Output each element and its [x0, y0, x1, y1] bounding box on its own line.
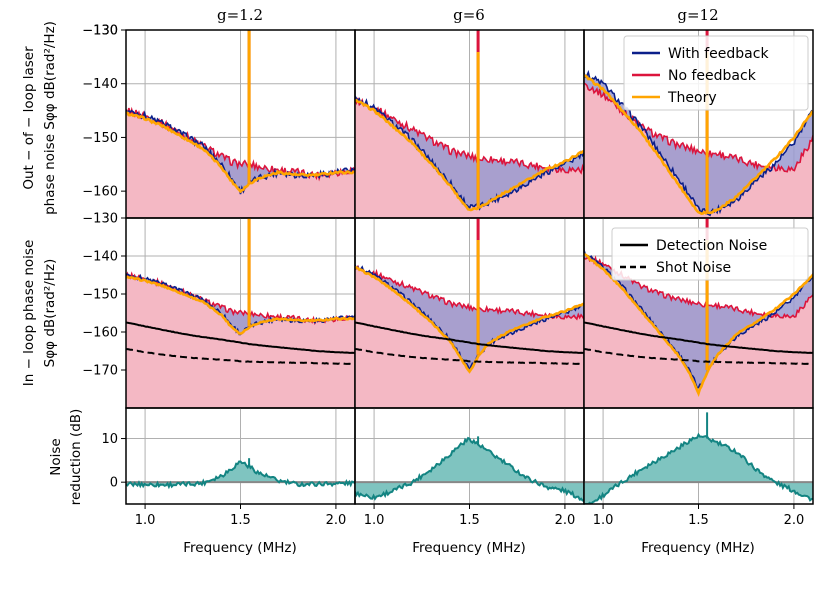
xlabel-col2: Frequency (MHz): [641, 540, 754, 556]
panel-r2-c2: 1.0 1.5 2.0: [583, 407, 814, 528]
detection-noise-line: [126, 321, 355, 354]
x-tick-label: 1.5: [459, 513, 480, 528]
x-tick-label: 1.5: [688, 513, 709, 528]
panel-r2-c1: 1.0 1.5 2.0: [354, 407, 585, 528]
legend-label: Shot Noise: [656, 260, 731, 276]
y-tick-label: −150: [82, 131, 118, 146]
panel-r0-c1: [354, 29, 585, 219]
column-titles: g=1.2 g=6 g=12: [217, 6, 719, 24]
panel-r0-c2: [583, 29, 814, 219]
y-tick-label: −160: [82, 185, 118, 200]
y-tick-label-top: −130: [82, 212, 118, 227]
shot-noise-line: [584, 348, 813, 366]
noise-reduction-line: [126, 460, 355, 490]
y-tick-label: −160: [82, 326, 118, 341]
x-tick-label: 1.5: [230, 513, 251, 528]
shot-noise-line: [126, 348, 355, 366]
detection-noise-line: [584, 321, 813, 354]
x-tick-label: 1.0: [135, 513, 156, 528]
column-title-2: g=12: [677, 6, 718, 24]
panel-r1-c1: [354, 217, 585, 409]
x-tick-label: 2.0: [555, 513, 576, 528]
noise-reduction-fill: [584, 434, 813, 504]
x-tick-label: 2.0: [326, 513, 347, 528]
row-y-labels: Out − of − loop laser phase noise Sφφ dB…: [21, 21, 84, 505]
noise-reduction-fill: [126, 461, 355, 487]
no-feedback-fill: [584, 83, 813, 218]
theory-line: [584, 253, 813, 397]
row0-ylabel-line2: phase noise Sφφ dB(rad²/Hz): [42, 21, 58, 215]
legend-label: Detection Noise: [656, 238, 767, 254]
panel-r1-c2: [583, 217, 814, 409]
shot-noise-line: [355, 348, 584, 366]
x-axis-labels: Frequency (MHz) Frequency (MHz) Frequenc…: [183, 540, 754, 556]
y-tick-label: −140: [82, 250, 118, 265]
row2-ylabel-line1: Noise: [48, 438, 64, 475]
legend-label: No feedback: [668, 68, 757, 84]
with-feedback-line: [584, 69, 813, 217]
panel-r0-c0: −160−150−140−130−130: [82, 24, 356, 219]
legend-box: [611, 227, 809, 281]
no-feedback-line: [355, 264, 584, 321]
row0-ylabel-line1: Out − of − loop laser: [21, 46, 37, 190]
noise-reduction-line: [584, 432, 813, 504]
no-feedback-line: [584, 82, 813, 173]
legend-label: Theory: [667, 90, 717, 106]
panel-r1-c0: −170 −160 −150 −140 −130: [82, 212, 356, 409]
with-feedback-line: [584, 249, 813, 389]
y-tick-label: −150: [82, 288, 118, 303]
theory-line: [355, 265, 584, 374]
reduction-area-fill: [355, 265, 584, 371]
x-tick-label: 1.0: [593, 513, 614, 528]
y-tick-label: −130: [82, 24, 118, 39]
y-tick-label: 0: [110, 476, 118, 491]
x-tick-label: 1.0: [364, 513, 385, 528]
reduction-area-fill: [584, 250, 813, 388]
detection-noise-line: [355, 321, 584, 354]
legend-top: With feedback No feedback Theory: [623, 35, 809, 111]
y-tick-label: −140: [82, 77, 118, 92]
noise-reduction-line: [355, 436, 584, 502]
x-tick-label: 2.0: [784, 513, 805, 528]
no-feedback-fill: [126, 273, 355, 408]
y-tick-label: 10: [101, 432, 118, 447]
y-tick-label-top: −130: [82, 24, 118, 39]
theory-line: [126, 275, 355, 335]
y-tick-label: −170: [82, 364, 118, 379]
panel-r2-c0: 0 10 1.0 1.5 2.0: [101, 407, 356, 528]
theory-line: [126, 111, 355, 194]
row1-ylabel-line2: Sφφ dB(rad²/Hz): [42, 259, 58, 368]
xlabel-col0: Frequency (MHz): [183, 540, 296, 556]
column-title-0: g=1.2: [217, 6, 263, 24]
legend-label: With feedback: [668, 46, 769, 62]
theory-line: [584, 74, 813, 216]
legend-box: [623, 35, 809, 111]
row1-ylabel-line1: In − loop phase noise: [21, 240, 37, 387]
noise-reduction-fill: [355, 438, 584, 501]
panels: −160−150−140−130−130−170−160−150−140−130…: [82, 24, 814, 528]
legend-middle: Detection Noise Shot Noise: [611, 227, 809, 281]
column-title-1: g=6: [453, 6, 485, 24]
xlabel-col1: Frequency (MHz): [412, 540, 525, 556]
theory-line: [355, 98, 584, 212]
row2-ylabel-line2: reduction (dB): [68, 409, 84, 506]
